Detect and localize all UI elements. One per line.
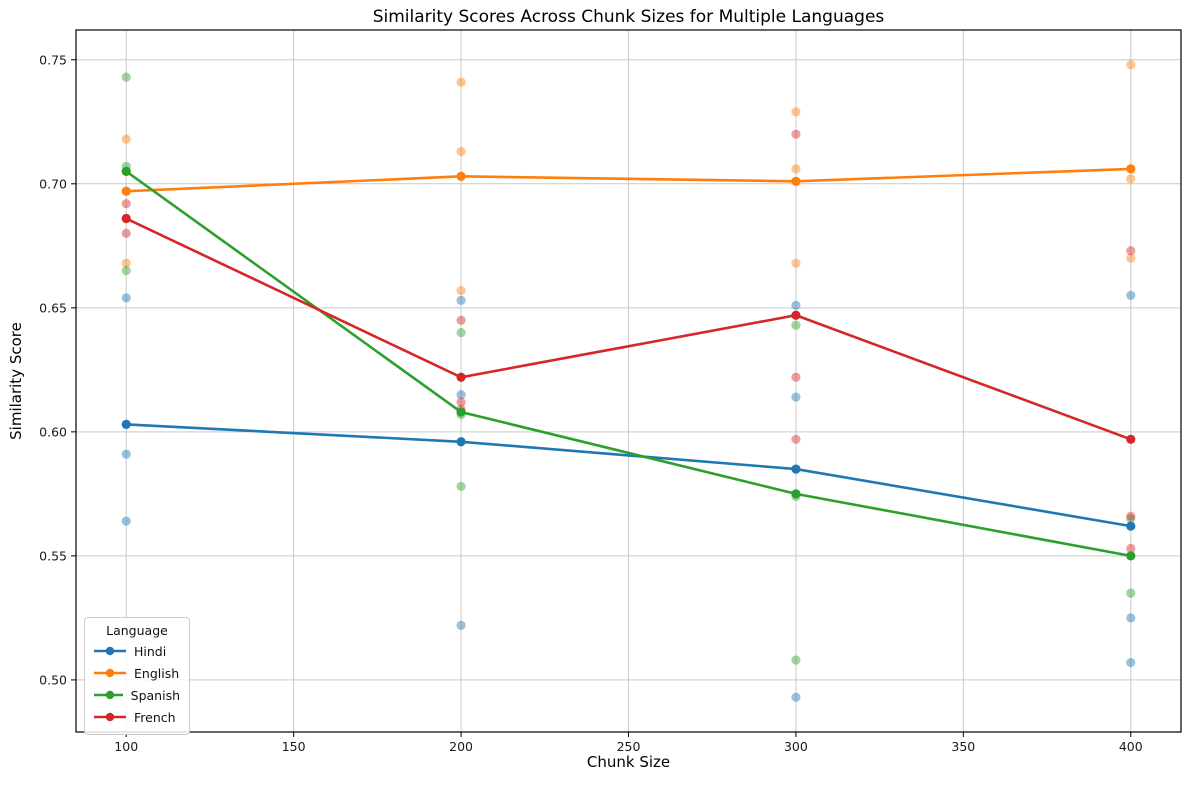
legend-item-spanish: Spanish <box>94 684 180 706</box>
chart-title: Similarity Scores Across Chunk Sizes for… <box>372 7 885 27</box>
scatter-point-spanish <box>456 481 466 492</box>
mean-point-spanish <box>121 166 131 176</box>
scatter-point-spanish <box>1126 588 1136 598</box>
x-tick-label: 300 <box>784 739 808 754</box>
scatter-point-hindi <box>1126 657 1136 668</box>
mean-point-hindi <box>121 419 131 430</box>
mean-point-french <box>1126 434 1136 444</box>
mean-point-french <box>791 310 801 320</box>
scatter-point-hindi <box>121 293 131 303</box>
scatter-point-english <box>791 107 801 117</box>
scatter-point-hindi <box>791 692 801 702</box>
scatter-point-french <box>121 228 131 239</box>
scatter-point-spanish <box>791 320 801 330</box>
legend-title: Language <box>106 623 168 638</box>
mean-point-hindi <box>456 437 466 447</box>
legend-marker-icon <box>94 646 126 656</box>
scatter-point-spanish <box>791 655 801 665</box>
legend-label: English <box>134 665 180 681</box>
scatter-point-french <box>791 129 801 139</box>
mean-point-french <box>456 372 466 382</box>
scatter-point-spanish <box>121 72 131 82</box>
legend-marker-icon <box>94 712 126 722</box>
scatter-point-english <box>1126 60 1136 70</box>
y-tick-label: 0.50 <box>39 672 67 687</box>
y-tick-label: 0.65 <box>39 300 67 315</box>
scatter-point-hindi <box>121 516 131 526</box>
mean-point-english <box>1126 164 1136 174</box>
mean-point-spanish <box>791 489 801 499</box>
scatter-point-french <box>121 199 131 209</box>
scatter-point-french <box>1126 543 1136 554</box>
scatter-point-hindi <box>791 300 801 310</box>
scatter-point-english <box>121 258 131 268</box>
scatter-point-hindi <box>456 390 466 400</box>
x-tick-label: 100 <box>114 739 138 754</box>
mean-point-english <box>121 186 131 196</box>
mean-point-english <box>791 176 801 186</box>
scatter-point-english <box>791 258 801 268</box>
scatter-point-french <box>1126 246 1136 256</box>
scatter-point-french <box>1126 511 1136 521</box>
x-tick-label: 150 <box>282 739 306 754</box>
mean-point-english <box>456 171 466 181</box>
scatter-point-spanish <box>121 266 131 276</box>
scatter-point-french <box>456 397 466 407</box>
legend-marker-icon <box>94 668 126 678</box>
x-axis-label: Chunk Size <box>586 753 671 771</box>
scatter-point-english <box>1126 253 1136 263</box>
scatter-point-english <box>456 77 466 87</box>
y-tick-label: 0.60 <box>39 424 67 439</box>
y-tick-label: 0.55 <box>39 548 67 563</box>
mean-point-spanish <box>456 407 466 417</box>
scatter-point-english <box>121 134 131 144</box>
legend-item-french: French <box>94 706 180 728</box>
legend-entries: Hindi English Spanish French <box>94 640 180 728</box>
scatter-point-english <box>1126 174 1136 184</box>
scatter-point-english <box>791 164 801 174</box>
scatter-point-hindi <box>456 620 466 630</box>
mean-line-french <box>124 217 1133 441</box>
x-tick-label: 200 <box>449 739 473 754</box>
mean-point-hindi <box>791 464 801 474</box>
scatter-point-french <box>456 315 466 325</box>
scatter-point-hindi <box>791 392 801 402</box>
y-tick-label: 0.75 <box>39 52 67 67</box>
scatter-point-french <box>791 434 801 444</box>
x-tick-label: 350 <box>951 739 975 754</box>
legend-item-english: English <box>94 662 180 684</box>
scatter-point-english <box>456 146 466 157</box>
scatter-point-hindi <box>121 449 131 459</box>
y-tick-label: 0.70 <box>39 176 67 191</box>
scatter-point-spanish <box>1126 514 1136 524</box>
legend-label: Hindi <box>134 643 167 659</box>
mean-point-hindi <box>1126 521 1136 531</box>
scatter-point-hindi <box>1126 290 1136 301</box>
mean-line-spanish <box>124 170 1133 558</box>
scatter-point-french <box>791 372 801 382</box>
legend-item-hindi: Hindi <box>94 640 180 662</box>
legend-label: Spanish <box>130 687 180 703</box>
mean-line-hindi <box>124 423 1133 528</box>
x-tick-label: 250 <box>617 739 641 754</box>
scatter-point-spanish <box>456 328 466 338</box>
x-tick-label: 400 <box>1119 739 1143 754</box>
mean-point-spanish <box>1126 551 1136 561</box>
scatter-point-english <box>456 285 466 296</box>
mean-line-english <box>124 167 1133 193</box>
legend-label: French <box>134 709 176 725</box>
scatter-point-hindi <box>1126 613 1136 623</box>
legend: Language Hindi English Spanish French <box>84 617 190 735</box>
scatter-point-hindi <box>456 295 466 305</box>
mean-point-french <box>121 213 131 224</box>
legend-marker-icon <box>94 690 123 700</box>
